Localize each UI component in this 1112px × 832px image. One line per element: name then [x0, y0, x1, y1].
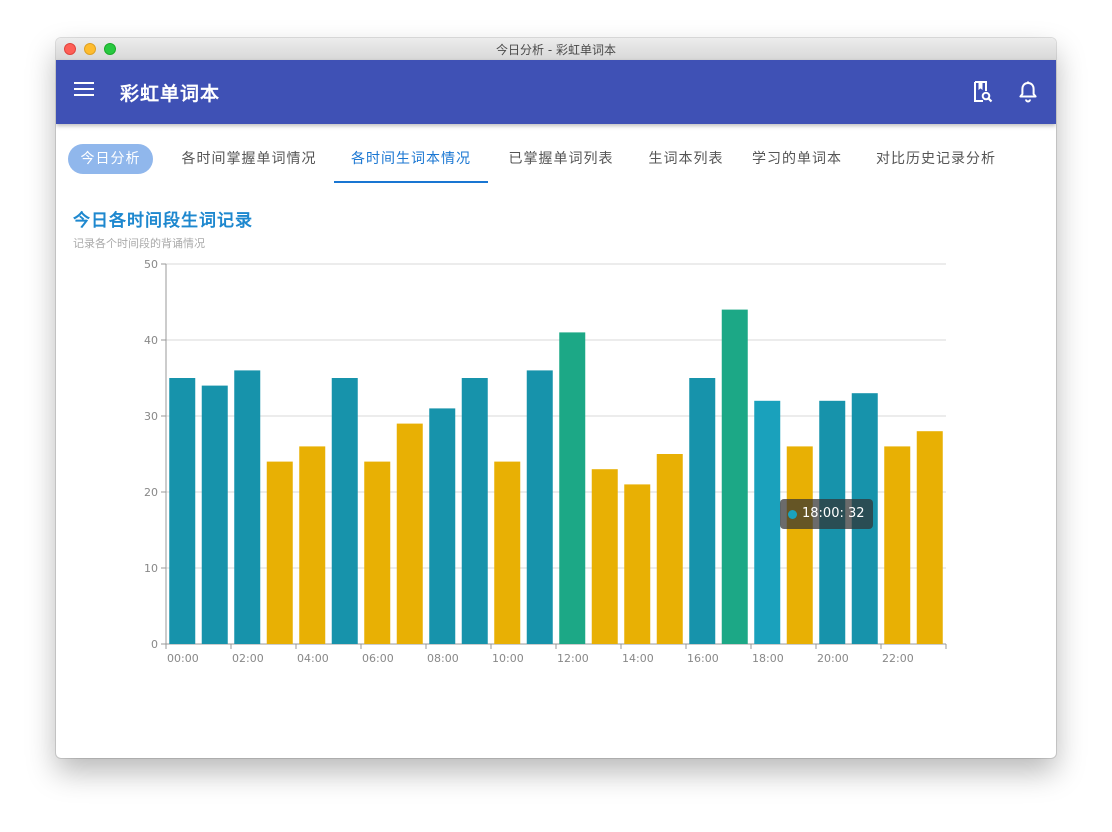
- y-tick-label: 0: [151, 638, 158, 651]
- tab-today-analysis[interactable]: 今日分析: [68, 144, 153, 174]
- app-bar: 彩虹单词本: [56, 60, 1056, 124]
- window-title: 今日分析 - 彩虹单词本: [496, 42, 616, 57]
- bar: [396, 423, 423, 644]
- app-title: 彩虹单词本: [120, 83, 221, 105]
- tab-mastered-by-time[interactable]: 各时间掌握单词情况: [181, 151, 317, 167]
- bar: [201, 385, 228, 644]
- bar: [624, 484, 651, 644]
- x-tick-label: 02:00: [232, 652, 264, 665]
- chart-title: 今日各时间段生词记录: [73, 211, 253, 231]
- tab-new-words-by-time[interactable]: 各时间生词本情况: [351, 151, 471, 167]
- bar: [721, 309, 748, 644]
- bar: [494, 461, 521, 644]
- bar: [461, 378, 488, 644]
- x-tick-label: 22:00: [882, 652, 914, 665]
- maximize-window-button[interactable]: [104, 43, 116, 55]
- app-window: 今日分析 - 彩虹单词本 彩虹单词本 今日分析 各时间掌握单词情况 各时间生词本…: [56, 38, 1056, 758]
- tab-new-words-list[interactable]: 生词本列表: [648, 151, 724, 167]
- bar: [689, 378, 716, 644]
- x-tick-label: 20:00: [817, 652, 849, 665]
- bar: [526, 370, 553, 644]
- close-window-button[interactable]: [64, 43, 76, 55]
- x-tick-label: 10:00: [492, 652, 524, 665]
- y-tick-label: 50: [144, 258, 158, 271]
- x-tick-label: 14:00: [622, 652, 654, 665]
- x-tick-label: 06:00: [362, 652, 394, 665]
- bar: [754, 400, 781, 644]
- x-tick-label: 00:00: [167, 652, 199, 665]
- minimize-window-button[interactable]: [84, 43, 96, 55]
- chart-subtitle: 记录各个时间段的背诵情况: [73, 237, 205, 250]
- bar: [559, 332, 586, 644]
- tab-bar: 今日分析 各时间掌握单词情况 各时间生词本情况 已掌握单词列表 生词本列表 学习…: [56, 134, 1056, 184]
- tooltip-text: 18:00: 32: [802, 506, 865, 521]
- bar: [266, 461, 293, 644]
- y-tick-label: 20: [144, 486, 158, 499]
- tab-mastered-list[interactable]: 已掌握单词列表: [508, 151, 614, 167]
- active-tab-indicator: [334, 181, 488, 183]
- y-tick-label: 40: [144, 334, 158, 347]
- window-controls: [64, 43, 116, 55]
- tab-study-wordbook[interactable]: 学习的单词本: [752, 151, 842, 167]
- bell-icon[interactable]: [1016, 80, 1040, 104]
- bar: [299, 446, 326, 644]
- y-tick-label: 10: [144, 562, 158, 575]
- bar: [364, 461, 391, 644]
- bar: [656, 454, 683, 644]
- bar: [786, 446, 813, 644]
- y-tick-label: 30: [144, 410, 158, 423]
- x-tick-label: 04:00: [297, 652, 329, 665]
- bar: [884, 446, 911, 644]
- x-tick-label: 18:00: [752, 652, 784, 665]
- bar: [234, 370, 261, 644]
- bar: [591, 469, 618, 644]
- chart-tooltip: 18:00: 32: [780, 499, 873, 529]
- tab-history-compare[interactable]: 对比历史记录分析: [876, 151, 996, 167]
- bar-chart: 0 10 20 30 40 50 00:00 02:00 04:00 06:00 08:00 10:0…: [144, 258, 947, 665]
- x-tick-label: 16:00: [687, 652, 719, 665]
- bar: [169, 378, 196, 644]
- x-tick-label: 08:00: [427, 652, 459, 665]
- bar: [429, 408, 456, 644]
- tooltip-color-dot: [788, 509, 797, 519]
- bar: [331, 378, 358, 644]
- x-tick-label: 12:00: [557, 652, 589, 665]
- book-search-icon[interactable]: [970, 80, 994, 104]
- menu-icon[interactable]: [74, 82, 94, 100]
- bar: [916, 431, 943, 644]
